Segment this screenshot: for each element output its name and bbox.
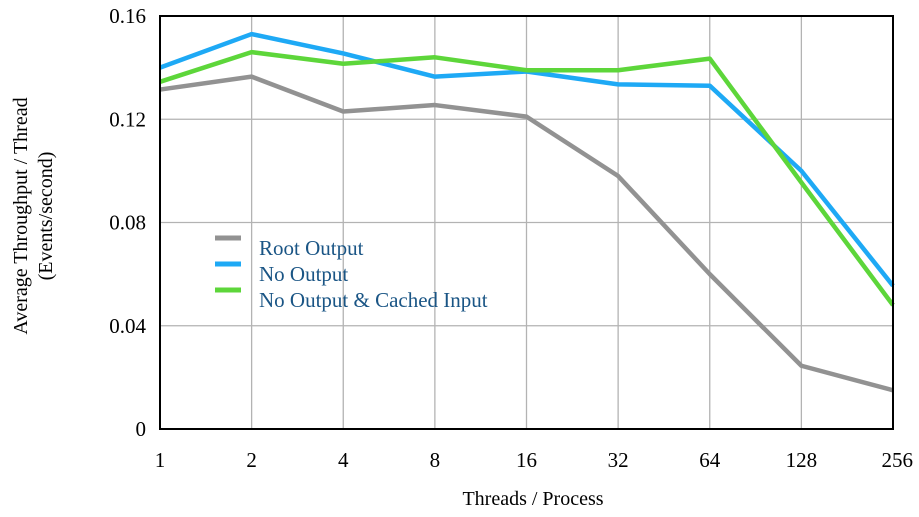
x-tick-label: 32 (608, 448, 629, 472)
x-tick-label: 16 (516, 448, 537, 472)
x-tick-label: 256 (882, 448, 914, 472)
series-lines (159, 31, 895, 393)
x-tick-label: 1 (155, 448, 166, 472)
x-tick-labels: 1 2 4 8 16 32 64 128 256 (155, 448, 913, 472)
y-tick-label: 0 (136, 417, 147, 441)
y-tick-labels: 0 0.04 0.08 0.12 0.16 (109, 4, 146, 441)
legend-label: No Output & Cached Input (259, 288, 488, 312)
y-tick-label: 0.16 (109, 4, 146, 28)
x-tick-label: 4 (338, 448, 349, 472)
x-tick-label: 2 (246, 448, 257, 472)
y-tick-label: 0.04 (109, 314, 146, 338)
x-axis-label: Threads / Process (462, 488, 603, 510)
legend-label: No Output (259, 262, 348, 286)
y-axis-label: Average Throughput / Thread (10, 97, 32, 334)
series-line (159, 49, 895, 307)
series-line (159, 74, 894, 393)
grid-lines (160, 16, 893, 429)
legend-label: Root Output (259, 236, 364, 260)
y-tick-label: 0.08 (109, 211, 146, 235)
x-tick-label: 128 (786, 448, 818, 472)
x-tick-label: 8 (430, 448, 441, 472)
y-tick-label: 0.12 (109, 107, 146, 131)
y-axis-label-units: (Events/second) (35, 152, 57, 281)
x-tick-label: 64 (699, 448, 721, 472)
plot-area-frame (159, 15, 894, 430)
